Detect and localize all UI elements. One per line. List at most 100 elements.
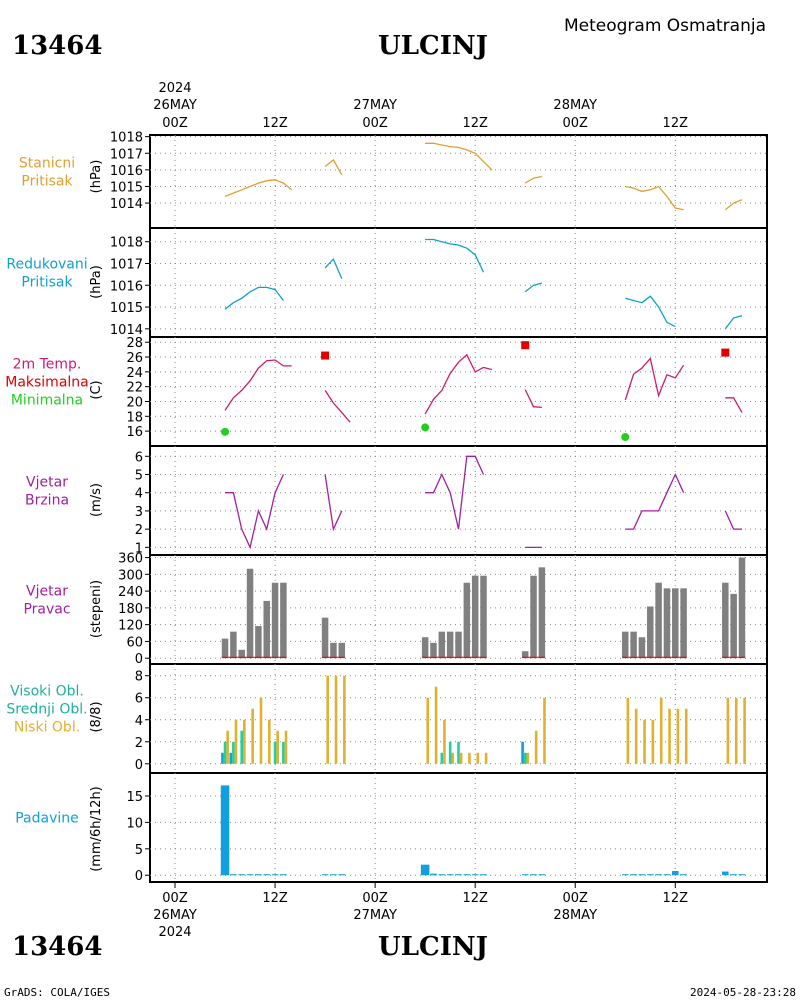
- panel-padavine: 0 5 10 15 (mm/6h/12h) Padavine: [15, 772, 768, 884]
- bar: [321, 617, 329, 659]
- cloud-bar: [343, 675, 346, 764]
- panel-frame: [149, 772, 768, 883]
- y-tick-label: 18: [126, 410, 143, 425]
- unit-label: (C): [89, 380, 104, 399]
- y-tick-label: 10: [126, 816, 143, 831]
- series-line: [625, 185, 684, 211]
- cloud-bar: [521, 741, 524, 764]
- bar: [420, 864, 430, 876]
- bar: [438, 874, 446, 876]
- cloud-bar: [684, 708, 688, 764]
- panel-frame: [149, 134, 768, 229]
- timestamp-text: 2024-05-28-23:28: [690, 986, 796, 999]
- unit-label: (stepeni): [89, 580, 104, 638]
- cloud-bar: [543, 697, 546, 764]
- year-label-top: 2024: [158, 81, 191, 96]
- y-tick-label: 20: [126, 395, 143, 410]
- min-temp-marker: [421, 423, 430, 432]
- station-name-bottom: ULCINJ: [378, 932, 488, 962]
- series-line: [725, 397, 743, 413]
- y-tick-label: 1015: [110, 301, 143, 316]
- series-line: [425, 142, 493, 171]
- y-tick-label: 2: [135, 523, 143, 538]
- bar: [246, 568, 254, 659]
- date-label-bottom: 28MAY: [553, 908, 597, 923]
- bar: [521, 651, 529, 659]
- bar: [255, 874, 262, 876]
- bar: [521, 874, 529, 876]
- y-tick-label: 120: [118, 619, 143, 634]
- bar: [446, 874, 454, 876]
- cloud-bar: [459, 752, 463, 764]
- panel-label: Srednji Obl.: [6, 702, 87, 718]
- cloud-bar: [676, 708, 680, 764]
- bar: [638, 637, 646, 659]
- y-tick-label: 15: [126, 790, 143, 805]
- bar: [471, 874, 479, 876]
- cloud-bar: [282, 741, 285, 764]
- series-line: [224, 359, 292, 411]
- bar: [246, 874, 254, 876]
- bar: [647, 606, 654, 659]
- cloud-bar: [668, 708, 671, 764]
- cloud-bar: [526, 752, 530, 764]
- y-tick-label: 1017: [110, 257, 143, 272]
- max-temp-marker: [321, 351, 330, 360]
- panel-label: Stanicni: [19, 156, 75, 172]
- series-line: [225, 474, 284, 550]
- bar: [221, 638, 229, 659]
- bar: [321, 874, 329, 876]
- cloud-bar: [476, 752, 480, 764]
- series-line: [724, 315, 743, 330]
- bar: [680, 874, 687, 876]
- date-label-bottom: 27MAY: [353, 908, 397, 923]
- cloud-bar: [448, 741, 452, 764]
- series-line: [324, 474, 343, 532]
- cloud-bar: [443, 719, 446, 764]
- y-tick-label: 24: [126, 366, 143, 381]
- panel-oblacnost: 0 2 4 6 8 (8/8) Visoki Obl. Srednji Obl. Niski O…: [6, 663, 768, 774]
- bar: [471, 575, 479, 659]
- bar: [538, 567, 546, 659]
- bar: [730, 874, 737, 876]
- date-label-top: 27MAY: [353, 98, 397, 113]
- y-tick-label: 4: [135, 487, 143, 502]
- y-tick-label: 360: [118, 552, 143, 567]
- bar: [672, 588, 679, 659]
- cloud-bar: [268, 719, 271, 764]
- bar: [530, 575, 537, 659]
- bar: [438, 631, 446, 659]
- cloud-bar: [643, 719, 646, 764]
- cloud-bar: [434, 686, 438, 764]
- bar: [263, 600, 270, 659]
- time-tick-label-bottom: 00Z: [563, 891, 589, 906]
- cloud-bar: [234, 719, 238, 764]
- cloud-bar: [484, 752, 488, 764]
- panel-label: Brzina: [25, 493, 69, 509]
- series-line: [625, 472, 685, 530]
- time-tick-label-top: 00Z: [362, 116, 388, 131]
- series-line: [224, 179, 293, 198]
- series-line: [324, 158, 343, 176]
- time-axis-top: 2024 26MAY 27MAY 28MAY 00Z 12Z 00Z 12Z 00Z 12Z: [150, 81, 767, 136]
- y-tick-label: 1018: [110, 236, 143, 251]
- series-line: [524, 175, 543, 184]
- cloud-bar: [226, 730, 229, 764]
- time-tick-label-bottom: 12Z: [262, 891, 288, 906]
- y-tick-label: 60: [126, 635, 143, 650]
- series-line: [625, 295, 676, 328]
- cloud-bar: [451, 752, 455, 764]
- panel-redukovani-pritisak: 1014 1015 1016 1017 1018 (hPa)Redukovani Priti…: [6, 227, 768, 338]
- cloud-bar: [243, 719, 246, 764]
- cloud-bar: [221, 752, 224, 764]
- cloud-bar: [726, 697, 730, 764]
- unit-label: (hPa): [89, 160, 104, 194]
- bar: [220, 785, 230, 876]
- bar: [647, 874, 654, 876]
- bar: [663, 874, 671, 876]
- series-line: [524, 389, 542, 409]
- bar: [630, 874, 637, 876]
- cloud-bar: [334, 675, 338, 764]
